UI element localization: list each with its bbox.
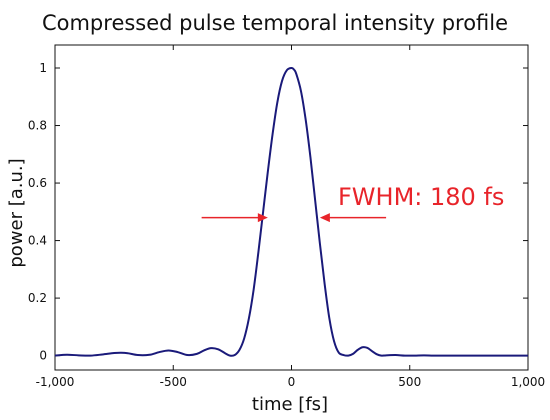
y-tick-label: 0.4 — [28, 234, 47, 248]
y-tick-label: 0.8 — [28, 119, 47, 133]
y-tick-label: 0.2 — [28, 291, 47, 305]
y-tick-label: 0 — [39, 349, 47, 363]
x-tick-label: -500 — [160, 375, 187, 389]
pulse-intensity-line — [54, 66, 528, 357]
fwhm-right-arrow-head — [319, 213, 330, 223]
x-tick-label: 500 — [398, 375, 421, 389]
y-tick-label: 0.6 — [28, 176, 47, 190]
fwhm-annotation: FWHM: 180 fs — [338, 183, 504, 211]
x-tick-label: 1,000 — [511, 375, 545, 389]
x-tick-label: 0 — [288, 375, 296, 389]
y-tick-label: 1 — [39, 61, 47, 75]
y-axis-label: power [a.u.] — [6, 158, 27, 267]
x-tick-label: -1,000 — [36, 375, 75, 389]
x-axis-label: time [fs] — [252, 394, 328, 415]
chart-title: Compressed pulse temporal intensity prof… — [42, 11, 508, 35]
fwhm-left-arrow-head — [257, 213, 268, 223]
